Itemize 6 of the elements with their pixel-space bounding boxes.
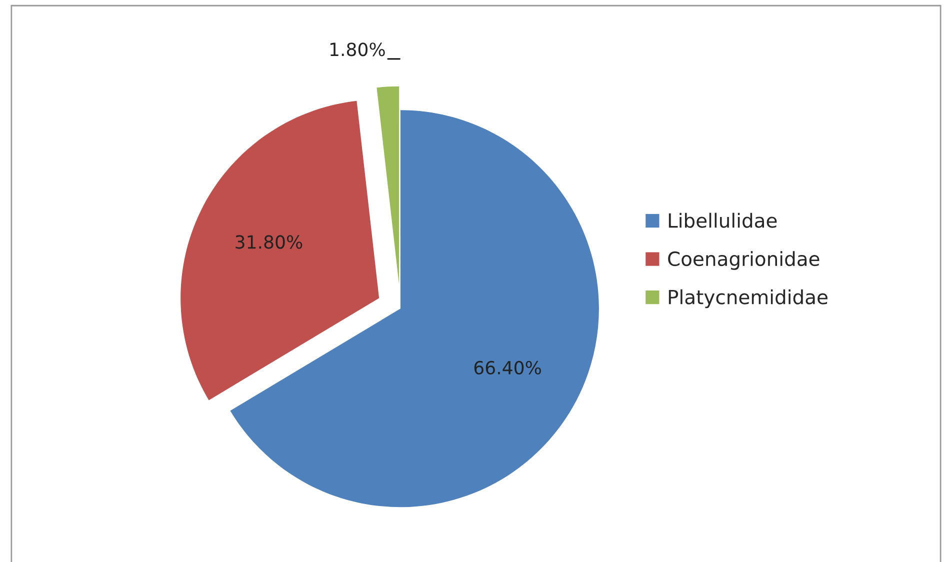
legend-label: Libellulidae xyxy=(668,212,777,228)
legend-label: Platycnemididae xyxy=(668,289,828,308)
data-label: 66.40% xyxy=(474,360,541,374)
data-label: 31.80% xyxy=(236,235,302,249)
legend-label: Coenagrionidae xyxy=(668,251,820,270)
data-label: 1.80% xyxy=(330,42,385,56)
